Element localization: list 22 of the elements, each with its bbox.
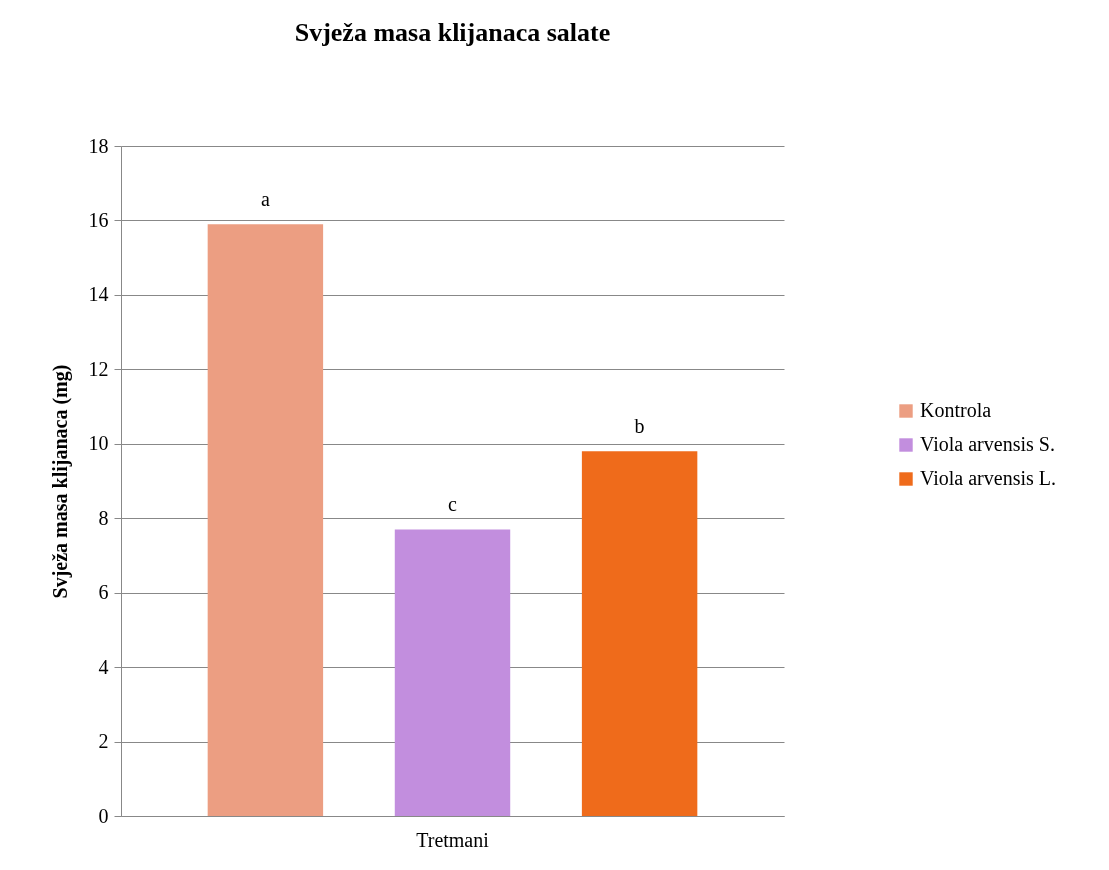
y-tick-label: 2 xyxy=(98,730,109,753)
y-tick-label: 12 xyxy=(88,357,109,380)
bar xyxy=(581,451,698,816)
y-tick-label: 8 xyxy=(98,506,109,529)
y-tick-label: 0 xyxy=(98,804,109,827)
legend-label: Viola arvensis S. xyxy=(920,433,1055,455)
y-axis-title: Svježa masa klijanaca (mg) xyxy=(48,364,72,599)
bar xyxy=(207,224,324,816)
chart-title: Svježa masa klijanaca salate xyxy=(294,18,611,47)
y-tick-label: 14 xyxy=(88,283,109,306)
x-tick-label: Tretmani xyxy=(416,828,490,851)
y-tick-label: 10 xyxy=(88,432,109,455)
legend-label: Kontrola xyxy=(920,399,992,421)
annotation: a xyxy=(260,188,270,211)
y-tick-label: 6 xyxy=(98,581,109,604)
annotation: b xyxy=(634,415,645,438)
y-tick-label: 18 xyxy=(88,134,109,157)
annotation: c xyxy=(448,493,458,516)
bar xyxy=(394,529,511,816)
y-tick-label: 4 xyxy=(98,655,109,678)
y-tick-label: 16 xyxy=(88,208,109,231)
legend-label: Viola arvensis L. xyxy=(920,467,1056,489)
